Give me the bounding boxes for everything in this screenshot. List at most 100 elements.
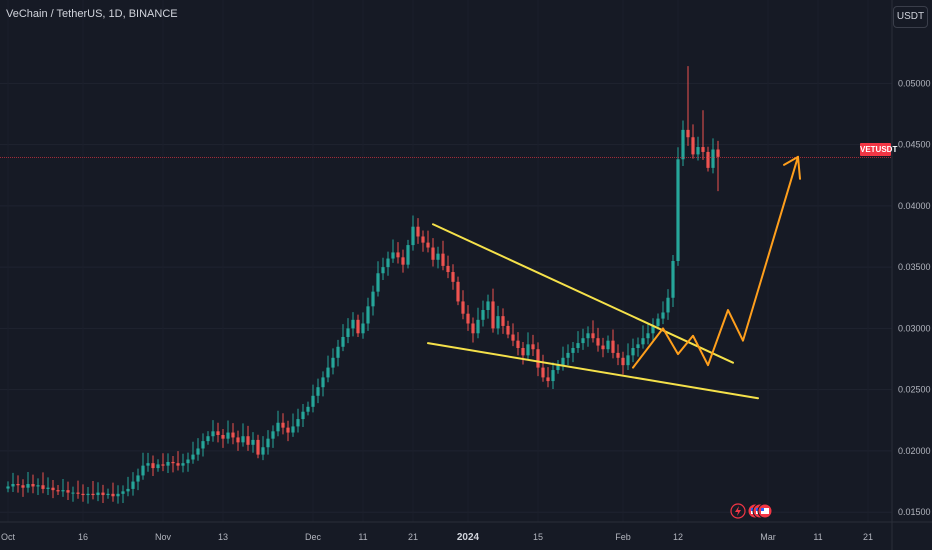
x-tick-label: 11 [358,532,367,542]
candle-body [401,257,405,265]
candle-body [71,492,75,494]
candle-body [541,367,545,378]
candle-body [511,334,515,341]
y-tick-label: 0.02000 [898,446,931,456]
candle-body [646,333,650,339]
candle-body [316,387,320,396]
candle-body [11,484,15,487]
candle-body [381,267,385,274]
candle-body [181,463,185,466]
candle-body [276,422,280,432]
x-tick-label: Dec [305,532,322,542]
candle-body [311,395,315,407]
candle-body [436,253,440,260]
candle-body [476,319,480,334]
candle-body [371,291,375,307]
x-tick-label: 11 [813,532,822,542]
candle-body [686,129,690,138]
candlestick-series [6,66,720,504]
x-tick-label: 15 [533,532,543,542]
candle-body [546,377,550,382]
candle-body [396,252,400,258]
candle-body [321,377,325,388]
candle-body [491,301,495,329]
candle-body [376,273,380,292]
candle-body [411,226,415,246]
candle-body [336,346,340,358]
candle-body [76,492,80,494]
candle-body [196,448,200,455]
x-tick-label: 12 [673,532,683,542]
candle-body [296,419,300,427]
candle-body [471,323,475,334]
candle-body [601,345,605,350]
candle-body [291,426,295,433]
candle-body [501,316,505,326]
projection-path[interactable] [632,155,799,369]
lower-trendline[interactable] [427,342,759,400]
candle-body [51,487,55,491]
candle-body [666,297,670,313]
x-tick-label: Feb [615,532,631,542]
candle-body [6,486,10,489]
candle-body [651,325,655,334]
candle-body [416,226,420,237]
candle-body [96,492,100,496]
candle-body [386,258,390,268]
candle-body [226,432,230,439]
candle-body [341,336,345,347]
price-axis[interactable]: 0.05000 0.04500 0.04000 0.03500 0.03000 0.025… [898,78,931,517]
currency-button[interactable]: USDT [893,6,928,28]
time-axis[interactable]: Oct 16 Nov 13 Dec 11 21 2024 15 Feb 12 Mar 11 21 [1,532,873,543]
candle-body [216,431,220,435]
lightning-icon[interactable] [730,503,746,519]
candle-body [246,436,250,445]
candle-body [556,365,560,371]
candle-body [111,493,115,497]
candle-body [266,438,270,448]
candle-body [586,333,590,339]
candle-body [656,318,660,326]
candle-body [281,422,285,428]
candle-body [496,316,500,329]
candle-body [201,441,205,449]
candle-body [426,242,430,248]
candle-body [681,129,685,160]
y-tick-label: 0.04000 [898,201,931,211]
candle-body [146,463,150,466]
candle-body [136,475,140,482]
event-icons[interactable] [730,503,773,519]
candle-body [91,493,95,496]
candle-body [611,340,615,353]
candle-body [406,245,410,265]
upper-trendline[interactable] [432,223,734,364]
x-tick-label: 2024 [457,532,480,543]
candle-body [41,485,45,489]
x-tick-label: 13 [218,532,228,542]
candle-body [171,461,175,464]
y-tick-label: 0.02500 [898,385,931,395]
x-tick-label: Nov [155,532,172,542]
candle-body [331,357,335,368]
drawing-annotations[interactable] [427,155,801,400]
candle-body [101,492,105,496]
candle-body [421,236,425,243]
candle-body [191,454,195,460]
candle-body [486,301,490,311]
x-tick-label: 21 [863,532,873,542]
candle-body [46,487,50,489]
candle-body [66,490,70,493]
candle-body [516,340,520,348]
candle-body [391,252,395,259]
candle-body [591,333,595,339]
candle-body [696,147,700,155]
candle-body [31,484,35,487]
y-tick-label: 0.05000 [898,78,931,88]
flag-icon[interactable] [757,503,773,519]
candle-body [121,491,125,494]
candle-body [36,485,40,487]
candle-body [221,435,225,439]
candle-body [286,427,290,433]
last-price-badge: VETUSDT [860,143,898,156]
